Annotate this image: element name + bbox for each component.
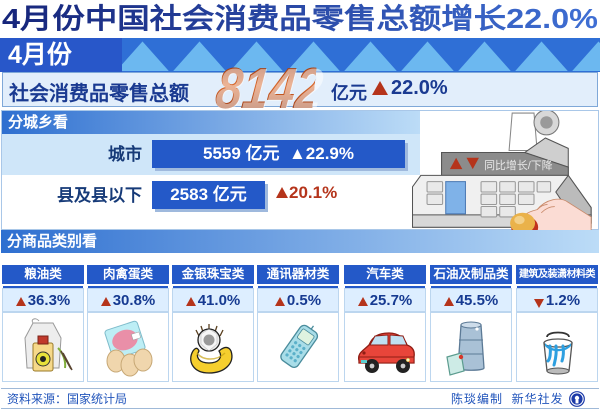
- svg-text:同比增长/下降: 同比增长/下降: [484, 158, 552, 172]
- svg-text:4月份中国社会消费品零售总额增长22.0%: 4月份中国社会消费品零售总额增长22.0%: [2, 3, 598, 34]
